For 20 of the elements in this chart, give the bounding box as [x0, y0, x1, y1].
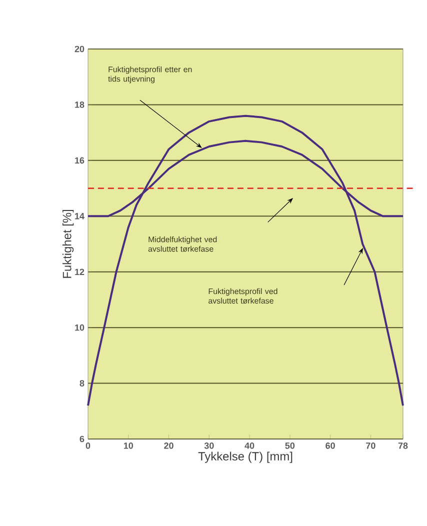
y-tick-label: 14 [75, 213, 84, 220]
y-tick-label: 20 [74, 46, 84, 52]
y-tick-label: 12 [75, 268, 84, 275]
x-tick-label: 40 [244, 442, 254, 449]
x-tick-label: 0 [86, 442, 90, 449]
y-axis-title: Fuktighet [%] [62, 210, 74, 278]
x-axis-title: Tykkelse (T) [mm] [198, 452, 292, 463]
x-tick-label: 10 [124, 442, 134, 449]
x-tick-label: 78 [398, 442, 408, 449]
y-tick-label: 8 [80, 380, 84, 386]
line-series [87, 114, 404, 407]
x-tick-label: 30 [204, 442, 214, 449]
y-tick-label: 18 [75, 102, 84, 108]
x-tick-label: 60 [326, 442, 335, 449]
x-tick-label: 50 [285, 442, 295, 449]
y-tick-label: 10 [75, 324, 84, 331]
x-tick-label: 70 [366, 442, 376, 449]
y-tick-label: 6 [80, 436, 84, 442]
y-tick-label: 16 [75, 157, 84, 164]
x-tick-label: 20 [164, 442, 174, 449]
